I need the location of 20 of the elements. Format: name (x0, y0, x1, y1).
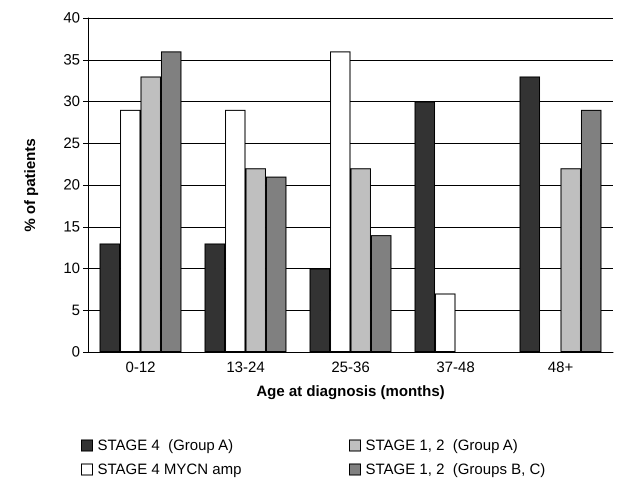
y-tick-label: 5 (72, 302, 80, 319)
x-axis-title: Age at diagnosis (months) (256, 383, 445, 400)
x-tick-label: 48+ (548, 359, 574, 376)
y-tick-label: 40 (63, 10, 80, 26)
x-tick-label: 25-36 (331, 359, 370, 376)
y-tick-label: 35 (63, 51, 80, 68)
y-tick-label: 10 (63, 260, 80, 277)
x-tick-label: 0-12 (125, 359, 156, 376)
y-axis-title: % of patients (22, 138, 39, 232)
y-tick-label: 30 (63, 93, 80, 110)
y-tick-label: 0 (72, 344, 80, 360)
x-tick-label: 13-24 (226, 359, 265, 376)
legend-label: STAGE 4 (Group A) (98, 437, 234, 454)
legend-label: STAGE 1, 2 (Groups B, C) (366, 461, 546, 478)
legend-label: STAGE 4 MYCN amp (98, 461, 242, 478)
legend-label: STAGE 1, 2 (Group A) (366, 437, 518, 454)
y-tick-label: 25 (63, 134, 80, 152)
x-tick-label: 37-48 (436, 359, 475, 376)
y-tick-label: 15 (63, 218, 80, 236)
y-tick-label: 20 (63, 176, 80, 194)
